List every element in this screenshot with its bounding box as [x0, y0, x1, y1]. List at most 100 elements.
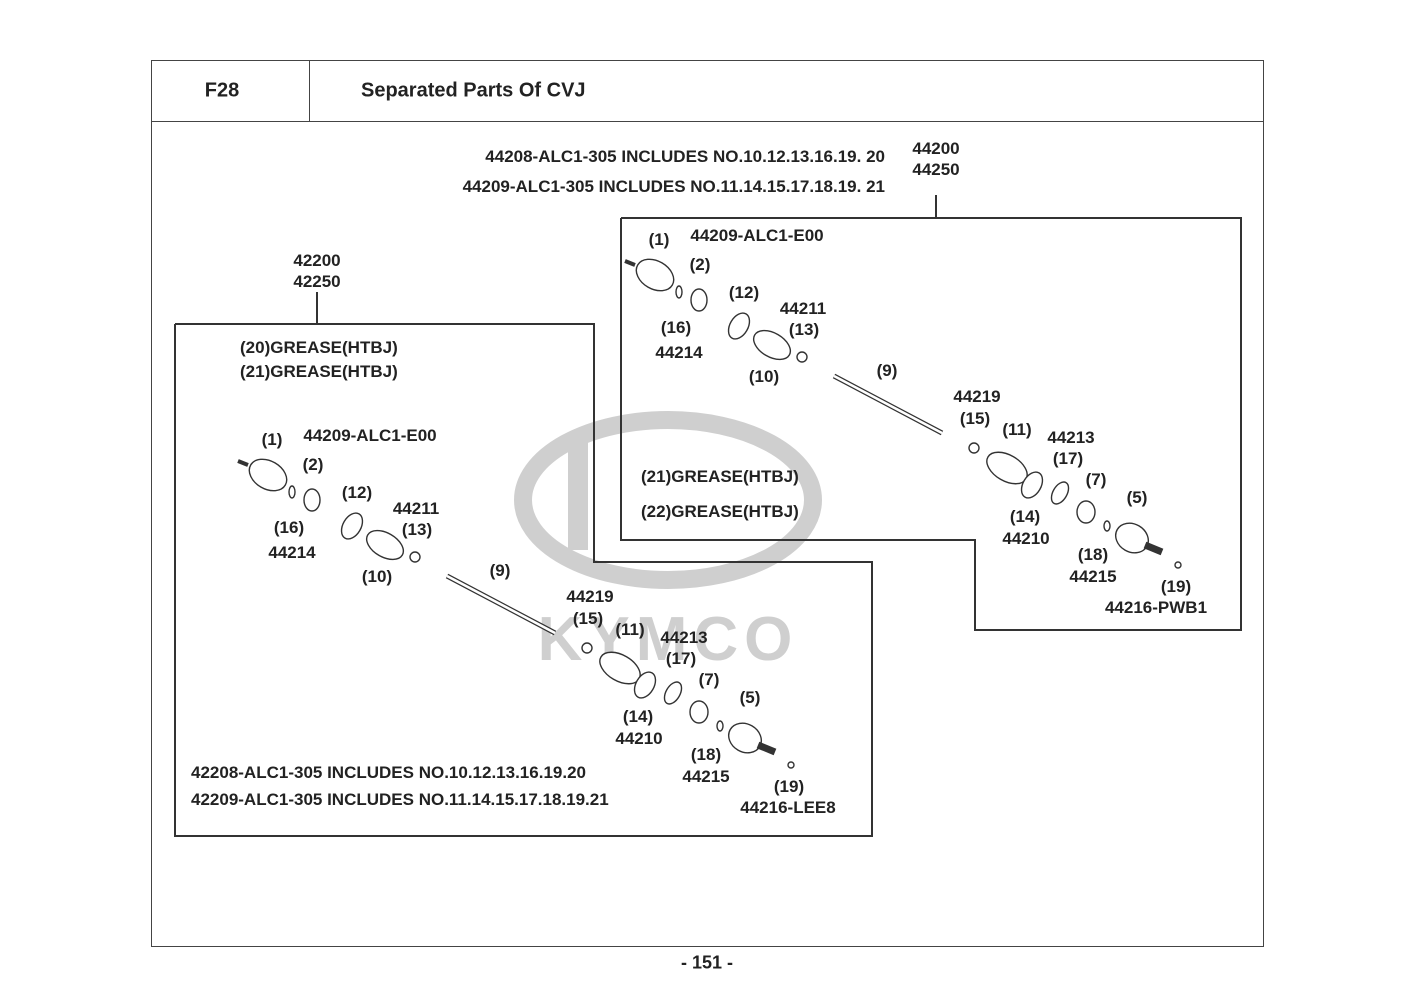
left-group-callout: 44215 — [682, 767, 730, 786]
outer-joint-stub — [756, 741, 777, 756]
right-grease-2: (22)GREASE(HTBJ) — [641, 502, 799, 521]
left-includes-1: 42208-ALC1-305 INCLUDES NO.10.12.13.16.1… — [191, 763, 586, 782]
left-parts-drawing — [237, 458, 795, 769]
boot-band-12 — [340, 512, 364, 540]
inner-joint-housing — [248, 458, 288, 492]
right-includes-1: 44208-ALC1-305 INCLUDES NO.10.12.13.16.1… — [485, 147, 885, 166]
figure-code: F28 — [204, 79, 240, 102]
diagram-frame — [151, 121, 1264, 947]
left-group-box — [174, 323, 873, 837]
right-part-number-2: 44250 — [912, 160, 960, 179]
right-group-callout: (9) — [876, 361, 898, 380]
right-group-callout: (5) — [1126, 488, 1148, 507]
bearing-7 — [1076, 500, 1096, 524]
right-group-callout: 44219 — [953, 387, 1001, 406]
watermark-k-stem — [568, 440, 588, 550]
boot-band-13 — [796, 351, 808, 363]
watermark-text: KYMCO — [538, 605, 799, 674]
left-group-callout: (16) — [273, 518, 305, 537]
drive-shaft-9-core — [833, 374, 943, 435]
boot-band-14 — [633, 671, 657, 699]
right-group-callout: 44209-ALC1-E00 — [690, 226, 824, 245]
left-group-callout: (13) — [401, 520, 433, 539]
outer-joint-5 — [727, 722, 763, 754]
boot-band-15 — [968, 442, 980, 454]
left-grease-1: (20)GREASE(HTBJ) — [240, 338, 398, 357]
left-group-callout: 44211 — [392, 499, 440, 518]
left-part-number-2: 42250 — [293, 272, 341, 291]
inner-joint-stub — [624, 259, 636, 267]
title-cell — [309, 60, 1264, 121]
right-group-callout: (10) — [748, 367, 780, 386]
snap-ring-16 — [675, 285, 683, 299]
left-group-callout: 44209-ALC1-E00 — [303, 426, 437, 445]
right-group-callout: (13) — [788, 320, 820, 339]
left-group-callout: (2) — [302, 455, 324, 474]
right-group-callout: 44214 — [655, 343, 703, 362]
right-part-number-1: 44200 — [912, 139, 960, 158]
inner-joint-housing — [635, 258, 675, 292]
page-title: Separated Parts Of CVJ — [361, 79, 586, 102]
inner-boot-10 — [365, 529, 405, 561]
left-group-callout: (11) — [615, 620, 645, 639]
left-includes-2: 42209-ALC1-305 INCLUDES NO.11.14.15.17.1… — [191, 790, 609, 809]
snap-ring-18 — [716, 720, 724, 732]
snap-ring-16 — [288, 485, 296, 499]
left-group-callout: 44210 — [615, 729, 663, 748]
left-group-callout: 44216-LEE8 — [740, 798, 836, 817]
right-group-callout: 44216-PWB1 — [1104, 598, 1208, 617]
right-group-callout: 44213 — [1047, 428, 1095, 447]
inner-boot-10 — [752, 329, 792, 361]
right-group-callout: (19) — [1160, 577, 1192, 596]
right-group-callout: 44210 — [1002, 529, 1050, 548]
tripod-spider — [690, 288, 708, 312]
boot-band-14 — [1020, 471, 1044, 499]
boot-band-12 — [727, 312, 751, 340]
left-group-callout: (17) — [665, 649, 697, 668]
right-group-callout: (15) — [959, 409, 991, 428]
circlip-19 — [1174, 561, 1182, 569]
boot-band-15 — [581, 642, 593, 654]
right-parts-drawing — [624, 258, 1182, 569]
left-grease-2: (21)GREASE(HTBJ) — [240, 362, 398, 381]
left-part-number-1: 42200 — [293, 251, 341, 270]
right-group-callout: (11) — [1002, 420, 1032, 439]
outer-joint-5 — [1114, 522, 1150, 554]
right-group-callout: (2) — [689, 255, 711, 274]
outer-joint-stub — [1143, 541, 1164, 556]
right-group-callout: 44211 — [779, 299, 827, 318]
left-group-callout: (10) — [361, 567, 393, 586]
left-group-callout: 44219 — [566, 587, 614, 606]
circlip-17 — [1050, 481, 1070, 505]
right-group-callout: (17) — [1052, 449, 1084, 468]
right-grease-1: (21)GREASE(HTBJ) — [641, 467, 799, 486]
right-group-callout: (16) — [660, 318, 692, 337]
boot-band-13 — [409, 551, 421, 563]
left-group-callout: 44214 — [268, 543, 316, 562]
circlip-17 — [663, 681, 683, 705]
watermark-ring — [514, 411, 822, 589]
left-group-callout: (7) — [698, 670, 720, 689]
drive-shaft-9-core — [446, 574, 556, 635]
left-group-callout: (1) — [261, 430, 283, 449]
right-group-callout: (14) — [1009, 507, 1041, 526]
tripod-spider — [303, 488, 321, 512]
right-includes-2: 44209-ALC1-305 INCLUDES NO.11.14.15.17.1… — [462, 177, 885, 196]
kymco-watermark: KYMCO — [514, 411, 822, 674]
right-group-callout: (12) — [728, 283, 760, 302]
left-group-callout: (15) — [572, 609, 604, 628]
left-group-callout: 44213 — [660, 628, 708, 647]
inner-joint-stub — [237, 459, 249, 467]
right-group-callout: (18) — [1077, 545, 1109, 564]
snap-ring-18 — [1103, 520, 1111, 532]
left-group-callout: (9) — [489, 561, 511, 580]
left-group-callout: (19) — [773, 777, 805, 796]
left-group-callout: (14) — [622, 707, 654, 726]
left-group-callout: (18) — [690, 745, 722, 764]
page-number: - 151 - — [680, 952, 734, 973]
right-group-callout: (1) — [648, 230, 670, 249]
right-group-callout: 44215 — [1069, 567, 1117, 586]
right-group-box — [620, 217, 1242, 631]
circlip-19 — [787, 761, 795, 769]
